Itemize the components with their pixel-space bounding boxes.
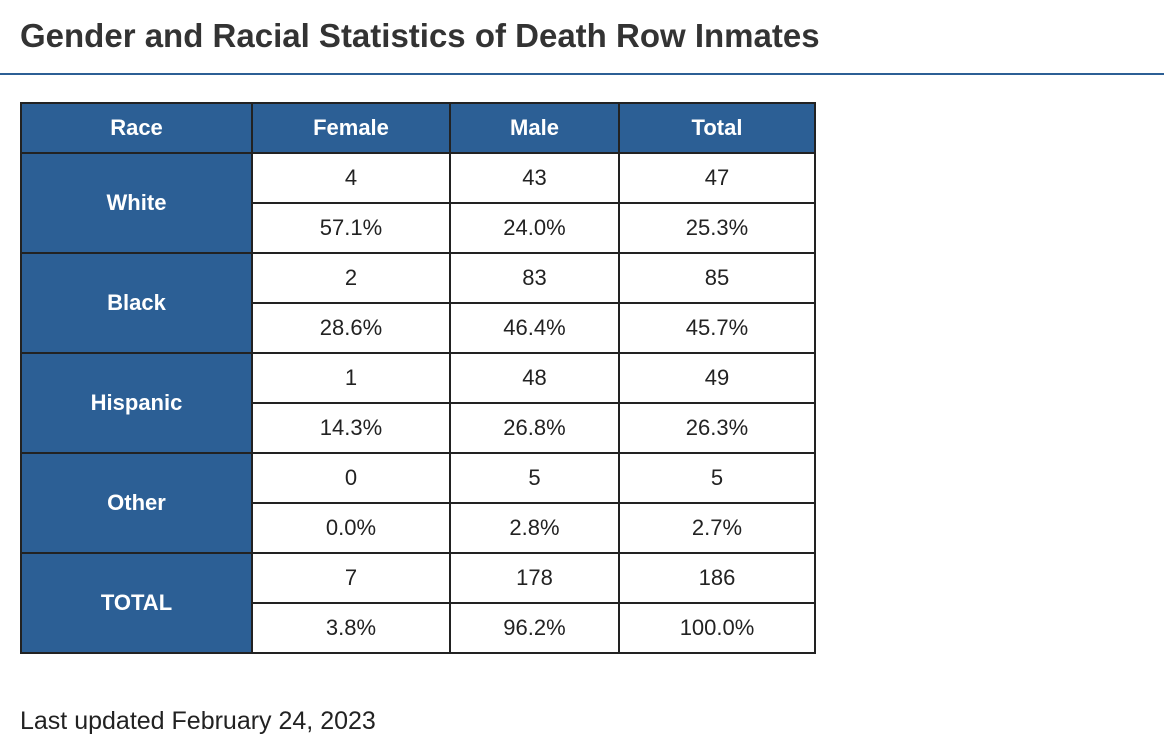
table-row-black-percent: 28.6% 46.4% 45.7%: [21, 302, 816, 354]
cell-total-percent: 45.7%: [618, 302, 816, 354]
table-header-row: Race Female Male Total: [20, 102, 816, 154]
cell-total-count: 186: [618, 552, 816, 604]
table-row-white-count: White 4 43 47: [20, 152, 816, 254]
cell-male-percent: 26.8%: [449, 402, 620, 454]
cell-female-count: 1: [251, 352, 451, 404]
cell-total-percent: 100.0%: [618, 602, 816, 654]
cell-male-percent: 96.2%: [449, 602, 620, 654]
table-row-other-percent: 0.0% 2.8% 2.7%: [21, 502, 816, 554]
cell-male-count: 83: [449, 252, 620, 304]
cell-male-count: 5: [449, 452, 620, 504]
race-label-hispanic: Hispanic: [20, 352, 253, 454]
last-updated-text: Last updated February 24, 2023: [20, 707, 376, 735]
header-female: Female: [251, 102, 451, 154]
header-race: Race: [20, 102, 253, 154]
cell-female-percent: 3.8%: [251, 602, 451, 654]
header-total: Total: [618, 102, 816, 154]
death-row-statistics-table: Race Female Male Total White 4 43 47 57.…: [20, 102, 816, 654]
cell-female-percent: 0.0%: [251, 502, 451, 554]
cell-total-count: 5: [618, 452, 816, 504]
race-label-black: Black: [20, 252, 253, 354]
cell-male-count: 178: [449, 552, 620, 604]
table-row-hispanic-percent: 14.3% 26.8% 26.3%: [21, 402, 816, 454]
table-row-white-percent: 57.1% 24.0% 25.3%: [21, 202, 816, 254]
cell-total-count: 47: [618, 152, 816, 204]
header-male: Male: [449, 102, 620, 154]
cell-female-count: 7: [251, 552, 451, 604]
cell-male-percent: 2.8%: [449, 502, 620, 554]
cell-total-percent: 26.3%: [618, 402, 816, 454]
table-row-total-percent: 3.8% 96.2% 100.0%: [21, 602, 816, 654]
cell-female-percent: 14.3%: [251, 402, 451, 454]
table-row-other-count: Other 0 5 5: [20, 452, 816, 554]
page-title: Gender and Racial Statistics of Death Ro…: [20, 17, 820, 54]
table-row-black-count: Black 2 83 85: [20, 252, 816, 354]
cell-male-percent: 24.0%: [449, 202, 620, 254]
cell-male-count: 43: [449, 152, 620, 204]
cell-female-percent: 28.6%: [251, 302, 451, 354]
table-row-hispanic-count: Hispanic 1 48 49: [20, 352, 816, 454]
cell-female-count: 0: [251, 452, 451, 504]
table-row-total-count: TOTAL 7 178 186: [20, 552, 816, 654]
cell-female-count: 2: [251, 252, 451, 304]
cell-total-percent: 2.7%: [618, 502, 816, 554]
cell-male-percent: 46.4%: [449, 302, 620, 354]
race-label-other: Other: [20, 452, 253, 554]
cell-total-percent: 25.3%: [618, 202, 816, 254]
race-label-total: TOTAL: [20, 552, 253, 654]
race-label-white: White: [20, 152, 253, 254]
cell-total-count: 85: [618, 252, 816, 304]
cell-female-percent: 57.1%: [251, 202, 451, 254]
title-divider: [0, 73, 1164, 75]
cell-female-count: 4: [251, 152, 451, 204]
cell-male-count: 48: [449, 352, 620, 404]
cell-total-count: 49: [618, 352, 816, 404]
